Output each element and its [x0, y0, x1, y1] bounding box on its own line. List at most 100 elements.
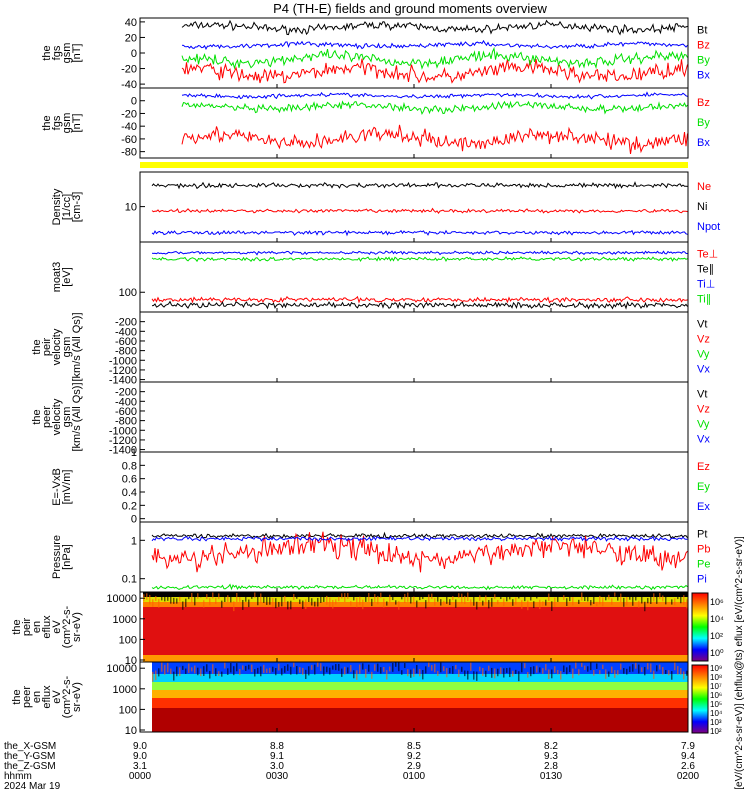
spectrogram-texture [206, 664, 208, 672]
y-axis-label: thefgsgsm[nT] [41, 113, 83, 134]
spectrogram-texture [674, 598, 676, 606]
spectrogram-texture [605, 593, 607, 601]
spectrogram-texture [374, 664, 376, 671]
y-tick-label: 0.4 [122, 487, 137, 499]
y-axis-label-line: [km/s (All Qs)] [71, 382, 83, 451]
spectrogram-texture [281, 668, 283, 676]
legend-Vy: Vy [697, 349, 710, 361]
spectrogram-texture [626, 668, 628, 675]
spectrogram-texture [407, 669, 409, 677]
legend-Vx: Vx [697, 364, 710, 376]
x-tick-label: 9.0 [133, 741, 147, 752]
spectrogram-texture [350, 601, 352, 606]
spectrogram-texture [245, 665, 247, 671]
y-axis-label-line: en [31, 691, 43, 703]
y-axis-label: thepeirenefluxeV(cm^2-s-sr-eV) [11, 605, 83, 648]
y-tick-label: 100 [119, 704, 137, 716]
spectrogram-texture [368, 593, 370, 602]
legend-Bz: Bz [697, 40, 710, 52]
y-tick-label: -40 [121, 121, 137, 133]
spectrogram-texture [296, 665, 298, 675]
y-tick-label: 0.1 [122, 574, 137, 586]
y-tick-label: 10 [125, 202, 137, 214]
spectrogram-texture [347, 667, 349, 674]
panel-frame [139, 87, 689, 159]
y-tick-label: -1200 [109, 435, 137, 447]
spectrogram-texture [596, 663, 598, 669]
spectrogram-texture [614, 592, 616, 597]
spectrogram-texture [680, 668, 682, 675]
spectrogram-texture [494, 594, 496, 600]
spectrogram-texture [197, 667, 199, 676]
spectrogram-texture [467, 670, 469, 680]
spectrogram-texture [401, 592, 403, 600]
spectrogram-texture [644, 666, 646, 676]
spectrogram-texture [500, 594, 502, 600]
y-axis-label-line: the [41, 45, 53, 60]
legend-Pe: Pe [697, 559, 710, 571]
legend-Ni: Ni [697, 201, 707, 213]
colorbar-tick: 10⁰ [710, 648, 724, 658]
spectrogram-texture [554, 597, 556, 607]
spectrogram-texture [659, 592, 661, 600]
y-tick-label: -60 [121, 134, 137, 146]
y-axis-label-line: peir [21, 617, 33, 636]
spectrogram-texture [632, 664, 634, 672]
colorbar-tick: 10² [710, 631, 723, 641]
spectrogram-texture [161, 662, 163, 672]
spectrogram-texture [284, 595, 286, 603]
spectrogram-texture [152, 671, 154, 682]
spectrogram-texture [278, 663, 280, 671]
y-tick-label: 100 [119, 287, 137, 299]
spectrogram-texture [233, 666, 235, 676]
spectrogram-texture [356, 670, 358, 680]
spectrogram-texture [260, 666, 262, 677]
spectrogram-texture [611, 666, 613, 673]
legend-Bz: Bz [697, 97, 710, 109]
y-tick-label: -200 [115, 387, 137, 399]
spectrogram-texture [185, 598, 187, 608]
spectrogram-texture [383, 598, 385, 608]
y-tick-label: -800 [115, 416, 137, 428]
spectrogram-texture [182, 601, 184, 610]
spectrogram-texture [236, 663, 238, 672]
y-axis-label-line: the [31, 339, 43, 354]
colorbar-tick: 10⁶ [710, 597, 724, 607]
spectrogram-texture [398, 662, 400, 672]
series-Bx [181, 91, 688, 100]
spectrogram-texture [383, 666, 385, 672]
spectrogram-texture [398, 601, 400, 610]
spectrogram-texture [221, 600, 223, 608]
y-axis-label-line: eV [51, 620, 63, 634]
spectrogram-texture [362, 599, 364, 610]
spectrogram-texture [578, 599, 580, 604]
spectrogram-texture [506, 594, 508, 602]
spectrogram-texture [539, 667, 541, 673]
spectrogram-texture [584, 595, 586, 602]
spectrogram-texture [503, 598, 505, 607]
x-axis-annotations: the_X-GSM 9.0 8.8 8.5 8.2 7.9 the_Y-GSM 9.0 9.1 9… [4, 84, 700, 792]
spectrogram-texture [275, 598, 277, 609]
spectrogram-texture [623, 597, 625, 607]
series-By [181, 46, 688, 70]
x-tick-label: 0100 [403, 771, 426, 782]
colorbar-tick: 10⁴ [710, 709, 723, 718]
x-tick-label: 0000 [129, 771, 152, 782]
date-label: 2024 Mar 19 [4, 781, 61, 792]
spectrogram-texture [626, 596, 628, 606]
spectrogram-texture [368, 664, 370, 672]
series-Npot [151, 229, 688, 237]
spectrogram-texture [329, 597, 331, 607]
spectrogram-texture [512, 670, 514, 677]
spectrogram-texture [548, 669, 550, 680]
y-tick-label: -200 [115, 317, 137, 329]
spectrogram-texture [263, 664, 265, 673]
spectrogram-texture [608, 671, 610, 677]
spectrogram-texture [467, 592, 469, 602]
legend-Pt: Pt [697, 529, 707, 541]
spectrogram-texture [602, 597, 604, 607]
spectrogram-texture [263, 596, 265, 603]
spectrogram-texture [344, 666, 346, 675]
spectrogram-texture [218, 593, 220, 600]
